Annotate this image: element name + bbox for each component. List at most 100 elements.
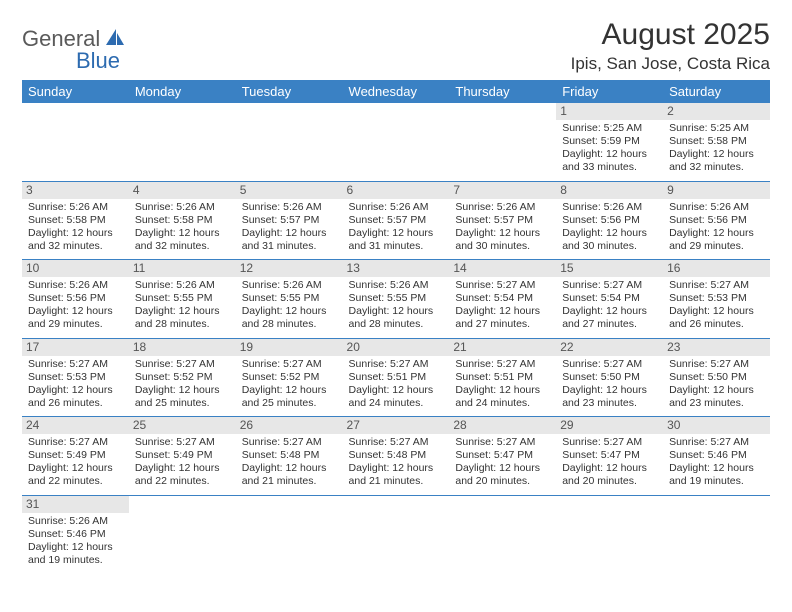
sunset-line: Sunset: 5:53 PM <box>669 292 764 305</box>
sunset-line: Sunset: 5:50 PM <box>562 371 657 384</box>
day-number: 14 <box>449 260 556 277</box>
sunrise-line: Sunrise: 5:26 AM <box>669 201 764 214</box>
calendar-cell: 20Sunrise: 5:27 AMSunset: 5:51 PMDayligh… <box>343 338 450 417</box>
calendar-cell: 27Sunrise: 5:27 AMSunset: 5:48 PMDayligh… <box>343 417 450 496</box>
sunset-line: Sunset: 5:52 PM <box>135 371 230 384</box>
sunrise-line: Sunrise: 5:27 AM <box>455 436 550 449</box>
calendar-cell: 26Sunrise: 5:27 AMSunset: 5:48 PMDayligh… <box>236 417 343 496</box>
calendar-cell: 6Sunrise: 5:26 AMSunset: 5:57 PMDaylight… <box>343 181 450 260</box>
daylight-line: Daylight: 12 hours and 32 minutes. <box>669 148 764 174</box>
sunrise-line: Sunrise: 5:27 AM <box>562 358 657 371</box>
calendar-cell: 5Sunrise: 5:26 AMSunset: 5:57 PMDaylight… <box>236 181 343 260</box>
sunset-line: Sunset: 5:54 PM <box>562 292 657 305</box>
day-number: 29 <box>556 417 663 434</box>
sunrise-line: Sunrise: 5:26 AM <box>455 201 550 214</box>
sunrise-line: Sunrise: 5:26 AM <box>349 279 444 292</box>
day-number: 22 <box>556 339 663 356</box>
sunset-line: Sunset: 5:50 PM <box>669 371 764 384</box>
sunrise-line: Sunrise: 5:25 AM <box>562 122 657 135</box>
calendar-cell: 28Sunrise: 5:27 AMSunset: 5:47 PMDayligh… <box>449 417 556 496</box>
sunrise-line: Sunrise: 5:27 AM <box>28 358 123 371</box>
calendar-row: 17Sunrise: 5:27 AMSunset: 5:53 PMDayligh… <box>22 338 770 417</box>
sunrise-line: Sunrise: 5:27 AM <box>455 358 550 371</box>
day-number: 30 <box>663 417 770 434</box>
sunrise-line: Sunrise: 5:26 AM <box>28 515 123 528</box>
daylight-line: Daylight: 12 hours and 28 minutes. <box>349 305 444 331</box>
calendar-cell: 29Sunrise: 5:27 AMSunset: 5:47 PMDayligh… <box>556 417 663 496</box>
calendar-cell <box>343 103 450 181</box>
sunrise-line: Sunrise: 5:26 AM <box>242 279 337 292</box>
day-number: 10 <box>22 260 129 277</box>
col-tuesday: Tuesday <box>236 80 343 103</box>
sunrise-line: Sunrise: 5:27 AM <box>28 436 123 449</box>
sunrise-line: Sunrise: 5:26 AM <box>242 201 337 214</box>
daylight-line: Daylight: 12 hours and 23 minutes. <box>669 384 764 410</box>
day-number: 4 <box>129 182 236 199</box>
sunset-line: Sunset: 5:51 PM <box>455 371 550 384</box>
calendar-cell: 1Sunrise: 5:25 AMSunset: 5:59 PMDaylight… <box>556 103 663 181</box>
daylight-line: Daylight: 12 hours and 25 minutes. <box>135 384 230 410</box>
daylight-line: Daylight: 12 hours and 30 minutes. <box>455 227 550 253</box>
daylight-line: Daylight: 12 hours and 31 minutes. <box>242 227 337 253</box>
sunset-line: Sunset: 5:56 PM <box>562 214 657 227</box>
sunset-line: Sunset: 5:48 PM <box>242 449 337 462</box>
calendar-cell: 4 Sunrise: 5:26 AMSunset: 5:58 PMDaylight… <box>129 181 236 260</box>
sunset-line: Sunset: 5:51 PM <box>349 371 444 384</box>
sunset-line: Sunset: 5:56 PM <box>28 292 123 305</box>
calendar-cell <box>556 495 663 573</box>
daylight-line: Daylight: 12 hours and 22 minutes. <box>135 462 230 488</box>
sunrise-line: Sunrise: 5:27 AM <box>135 358 230 371</box>
calendar-cell <box>663 495 770 573</box>
calendar-row: 24 Sunrise: 5:27 AM Sunset: 5:49 PMDayligh… <box>22 417 770 496</box>
sunrise-line: Sunrise: 5:27 AM <box>562 279 657 292</box>
month-title: August 2025 <box>571 18 770 52</box>
daylight-line: Daylight: 12 hours and 23 minutes. <box>562 384 657 410</box>
calendar-cell: 31Sunrise: 5:26 AMSunset: 5:46 PMDayligh… <box>22 495 129 573</box>
day-number: 15 <box>556 260 663 277</box>
daylight-line: Daylight: 12 hours and 26 minutes. <box>669 305 764 331</box>
day-number: 7 <box>449 182 556 199</box>
calendar-cell: 24Sunrise: 5:27 AMSunset: 5:49 PMDayligh… <box>22 417 129 496</box>
sunset-line: Sunset: 5:58 PM <box>135 214 230 227</box>
header: General August 2025 Ipis, San Jose, Cost… <box>22 18 770 74</box>
day-number: 2 <box>663 103 770 120</box>
calendar-row: 10 Sunrise: 5:26 AM Sunset: 5:56 PM Dayligh… <box>22 260 770 339</box>
calendar-cell <box>129 495 236 573</box>
daylight-line: Daylight: 12 hours and 32 minutes. <box>135 227 230 253</box>
sunset-line: Sunset: 5:57 PM <box>349 214 444 227</box>
day-number: 19 <box>236 339 343 356</box>
calendar-cell: 12Sunrise: 5:26 AMSunset: 5:55 PMDayligh… <box>236 260 343 339</box>
sunrise-line: Sunrise: 5:27 AM <box>455 279 550 292</box>
daylight-line: Daylight: 12 hours and 27 minutes. <box>562 305 657 331</box>
daylight-line: Daylight: 12 hours and 30 minutes. <box>562 227 657 253</box>
sunset-line: Sunset: 5:55 PM <box>135 292 230 305</box>
col-monday: Monday <box>129 80 236 103</box>
sunrise-line: Sunrise: 5:27 AM <box>669 279 764 292</box>
sunset-line: Sunset: 5:59 PM <box>562 135 657 148</box>
col-sunday: Sunday <box>22 80 129 103</box>
day-number: 21 <box>449 339 556 356</box>
logo: General <box>22 18 128 52</box>
day-number: 24 <box>22 417 129 434</box>
sunset-line: Sunset: 5:48 PM <box>349 449 444 462</box>
calendar-cell: 23Sunrise: 5:27 AMSunset: 5:50 PMDayligh… <box>663 338 770 417</box>
calendar-cell: 11Sunrise: 5:26 AMSunset: 5:55 PMDayligh… <box>129 260 236 339</box>
day-number: 9 <box>663 182 770 199</box>
day-number: 20 <box>343 339 450 356</box>
day-number: 26 <box>236 417 343 434</box>
sunrise-line: Sunrise: 5:26 AM <box>349 201 444 214</box>
calendar-cell: 17Sunrise: 5:27 AMSunset: 5:53 PMDayligh… <box>22 338 129 417</box>
calendar-row: 31Sunrise: 5:26 AMSunset: 5:46 PMDayligh… <box>22 495 770 573</box>
calendar-cell <box>449 103 556 181</box>
sunrise-line: Sunrise: 5:27 AM <box>669 358 764 371</box>
sunset-line: Sunset: 5:58 PM <box>669 135 764 148</box>
sunset-line: Sunset: 5:58 PM <box>28 214 123 227</box>
sunset-line: Sunset: 5:49 PM <box>135 449 230 462</box>
calendar-cell <box>449 495 556 573</box>
col-thursday: Thursday <box>449 80 556 103</box>
calendar-cell: 7Sunrise: 5:26 AMSunset: 5:57 PMDaylight… <box>449 181 556 260</box>
calendar-cell: 22 Sunrise: 5:27 AMSunset: 5:50 PMDayligh… <box>556 338 663 417</box>
sunrise-line: Sunrise: 5:26 AM <box>135 201 230 214</box>
sunrise-line: Sunrise: 5:27 AM <box>562 436 657 449</box>
calendar-cell: 15 Sunrise: 5:27 AMSunset: 5:54 PMDayligh… <box>556 260 663 339</box>
